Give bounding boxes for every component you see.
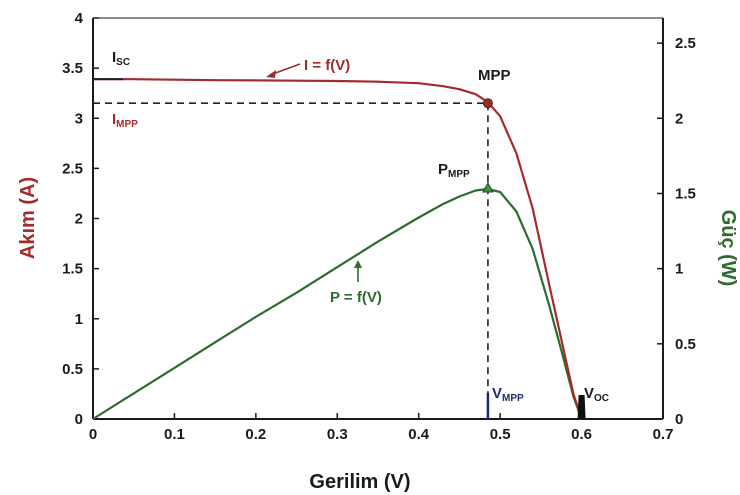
y-left-tick-label: 4 xyxy=(75,10,84,27)
x-tick-label: 0.2 xyxy=(245,426,266,443)
x-tick-label: 0.5 xyxy=(490,426,511,443)
y-left-tick-label: 3.5 xyxy=(62,60,83,77)
y-right-tick-label: 1 xyxy=(675,261,683,278)
y-left-axis-title: Akım (A) xyxy=(17,177,39,259)
pmpp-label: PMPP xyxy=(438,161,470,180)
x-tick-label: 0.4 xyxy=(408,426,430,443)
mpp-label: MPP xyxy=(478,67,511,84)
y-left-tick-label: 0.5 xyxy=(62,361,83,378)
voc-axis-mark xyxy=(577,395,586,419)
impp-label: IMPP xyxy=(112,111,138,130)
voc-label: VOC xyxy=(584,385,609,404)
y-right-axis-title: Güç (W) xyxy=(717,210,739,287)
power-curve-label: P = f(V) xyxy=(330,289,382,306)
current-curve xyxy=(93,78,583,420)
mpp-point xyxy=(482,98,493,109)
y-left-tick-label: 3 xyxy=(75,110,83,127)
y-left-tick-label: 0 xyxy=(75,411,83,428)
y-right-tick-label: 2.5 xyxy=(675,35,696,52)
power-curve xyxy=(92,187,583,420)
y-left-tick-label: 1 xyxy=(75,311,83,328)
y-right-tick-label: 0 xyxy=(675,411,683,428)
y-right-tick-label: 1.5 xyxy=(675,185,696,202)
x-tick-label: 0 xyxy=(89,426,97,443)
y-left-tick-label: 2 xyxy=(75,211,83,228)
x-tick-label: 0.7 xyxy=(653,426,674,443)
current-curve-label: I = f(V) xyxy=(304,57,350,74)
y-left-tick-label: 2.5 xyxy=(62,160,83,177)
y-left-tick-label: 1.5 xyxy=(62,261,83,278)
power-label-arrowhead xyxy=(354,260,362,268)
x-tick-label: 0.6 xyxy=(571,426,592,443)
current-label-arrowhead xyxy=(266,70,276,78)
y-right-tick-label: 2 xyxy=(675,110,683,127)
isc-label: ISC xyxy=(112,49,130,68)
x-axis-title: Gerilim (V) xyxy=(309,471,410,493)
vmpp-label: VMPP xyxy=(492,385,524,404)
x-tick-label: 0.3 xyxy=(327,426,348,443)
x-tick-label: 0.1 xyxy=(164,426,185,443)
y-right-tick-label: 0.5 xyxy=(675,336,696,353)
pmpp-point xyxy=(482,181,494,193)
